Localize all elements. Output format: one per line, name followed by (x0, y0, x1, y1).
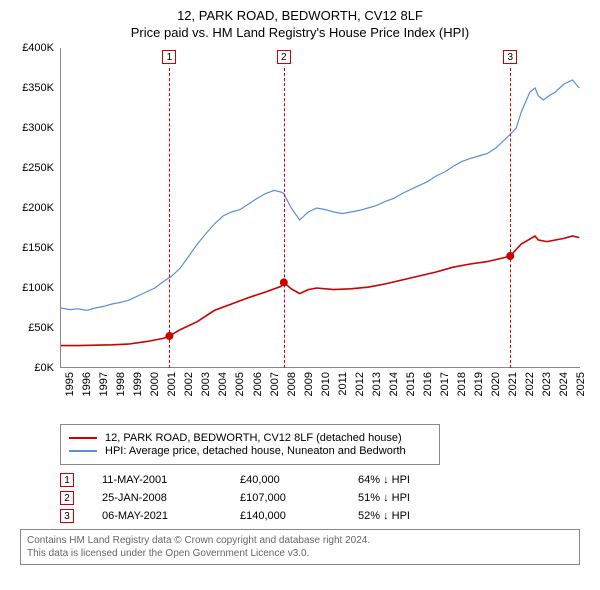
x-tick-label: 2008 (286, 372, 298, 396)
x-tick-label: 2020 (490, 372, 502, 396)
x-tick-label: 1996 (81, 372, 93, 396)
x-tick-label: 2024 (558, 372, 570, 396)
x-tick-label: 2023 (541, 372, 553, 396)
event-marker-box: 2 (277, 50, 291, 64)
y-axis-labels: £0K£50K£100K£150K£200K£250K£300K£350K£40… (10, 48, 58, 368)
event-delta: 51% ↓ HPI (358, 492, 448, 504)
event-date: 11-MAY-2001 (102, 474, 212, 486)
x-tick-label: 2019 (473, 372, 485, 396)
legend-row: 12, PARK ROAD, BEDWORTH, CV12 8LF (detac… (69, 432, 431, 444)
x-tick-label: 1999 (132, 372, 144, 396)
event-delta: 64% ↓ HPI (358, 474, 448, 486)
event-price: £107,000 (240, 492, 330, 504)
y-tick-label: £350K (22, 82, 54, 94)
y-tick-label: £150K (22, 242, 54, 254)
event-delta: 52% ↓ HPI (358, 510, 448, 522)
y-tick-label: £400K (22, 42, 54, 54)
footer-line-1: Contains HM Land Registry data © Crown c… (27, 534, 573, 547)
x-tick-label: 2001 (166, 372, 178, 396)
legend-swatch (69, 450, 97, 452)
x-tick-label: 2012 (354, 372, 366, 396)
x-tick-label: 2000 (149, 372, 161, 396)
x-tick-label: 2005 (234, 372, 246, 396)
event-price: £40,000 (240, 474, 330, 486)
x-tick-label: 2007 (269, 372, 281, 396)
x-tick-label: 2009 (303, 372, 315, 396)
event-vline (169, 68, 170, 368)
event-vline (510, 68, 511, 368)
chart-container: 12, PARK ROAD, BEDWORTH, CV12 8LF Price … (0, 0, 600, 573)
event-marker-box: 3 (503, 50, 517, 64)
event-row-marker: 3 (60, 509, 74, 523)
event-date: 25-JAN-2008 (102, 492, 212, 504)
y-tick-label: £100K (22, 282, 54, 294)
event-date: 06-MAY-2021 (102, 510, 212, 522)
x-tick-label: 1995 (64, 372, 76, 396)
legend-label: 12, PARK ROAD, BEDWORTH, CV12 8LF (detac… (105, 432, 402, 444)
x-tick-label: 2013 (371, 372, 383, 396)
x-tick-label: 2018 (456, 372, 468, 396)
y-tick-label: £50K (28, 322, 54, 334)
chart-svg (61, 48, 581, 368)
event-row: 3 06-MAY-2021 £140,000 52% ↓ HPI (60, 509, 580, 523)
x-tick-label: 1997 (98, 372, 110, 396)
x-axis-labels: 1995 1996 1997 1998 1999 2000 2001 2002 2003 2004… (60, 372, 580, 418)
x-tick-label: 2015 (405, 372, 417, 396)
x-tick-label: 2022 (524, 372, 536, 396)
legend-swatch (69, 437, 97, 439)
x-tick-label: 2017 (439, 372, 451, 396)
event-row-marker: 2 (60, 491, 74, 505)
event-row: 2 25-JAN-2008 £107,000 51% ↓ HPI (60, 491, 580, 505)
event-row-marker: 1 (60, 473, 74, 487)
footer-line-2: This data is licensed under the Open Gov… (27, 547, 573, 560)
x-tick-label: 1998 (115, 372, 127, 396)
x-tick-label: 2004 (217, 372, 229, 396)
y-tick-label: £300K (22, 122, 54, 134)
y-tick-label: £250K (22, 162, 54, 174)
x-tick-label: 2016 (422, 372, 434, 396)
x-tick-label: 2011 (337, 372, 349, 396)
x-tick-label: 2006 (252, 372, 264, 396)
events-table: 1 11-MAY-2001 £40,000 64% ↓ HPI 2 25-JAN-2008… (60, 473, 580, 523)
x-tick-label: 2003 (200, 372, 212, 396)
x-tick-label: 2025 (575, 372, 587, 396)
legend-box: 12, PARK ROAD, BEDWORTH, CV12 8LF (detac… (60, 424, 440, 465)
legend-row: HPI: Average price, detached house, Nune… (69, 445, 431, 457)
plot-area: 1 2 3 (60, 48, 580, 368)
footer-attribution: Contains HM Land Registry data © Crown c… (20, 529, 580, 565)
y-tick-label: £0K (34, 362, 54, 374)
x-tick-label: 2010 (320, 372, 332, 396)
series-line-hpi (61, 80, 579, 310)
event-vline (284, 68, 285, 368)
event-price: £140,000 (240, 510, 330, 522)
legend-label: HPI: Average price, detached house, Nune… (105, 445, 406, 457)
series-line-property (61, 236, 579, 346)
x-tick-label: 2002 (183, 372, 195, 396)
event-marker-box: 1 (162, 50, 176, 64)
y-tick-label: £200K (22, 202, 54, 214)
chart-title: 12, PARK ROAD, BEDWORTH, CV12 8LF (10, 8, 590, 23)
chart-subtitle: Price paid vs. HM Land Registry's House … (10, 25, 590, 40)
x-tick-label: 2021 (507, 372, 519, 396)
event-row: 1 11-MAY-2001 £40,000 64% ↓ HPI (60, 473, 580, 487)
chart-area: £0K£50K£100K£150K£200K£250K£300K£350K£40… (10, 48, 590, 418)
x-tick-label: 2014 (388, 372, 400, 396)
